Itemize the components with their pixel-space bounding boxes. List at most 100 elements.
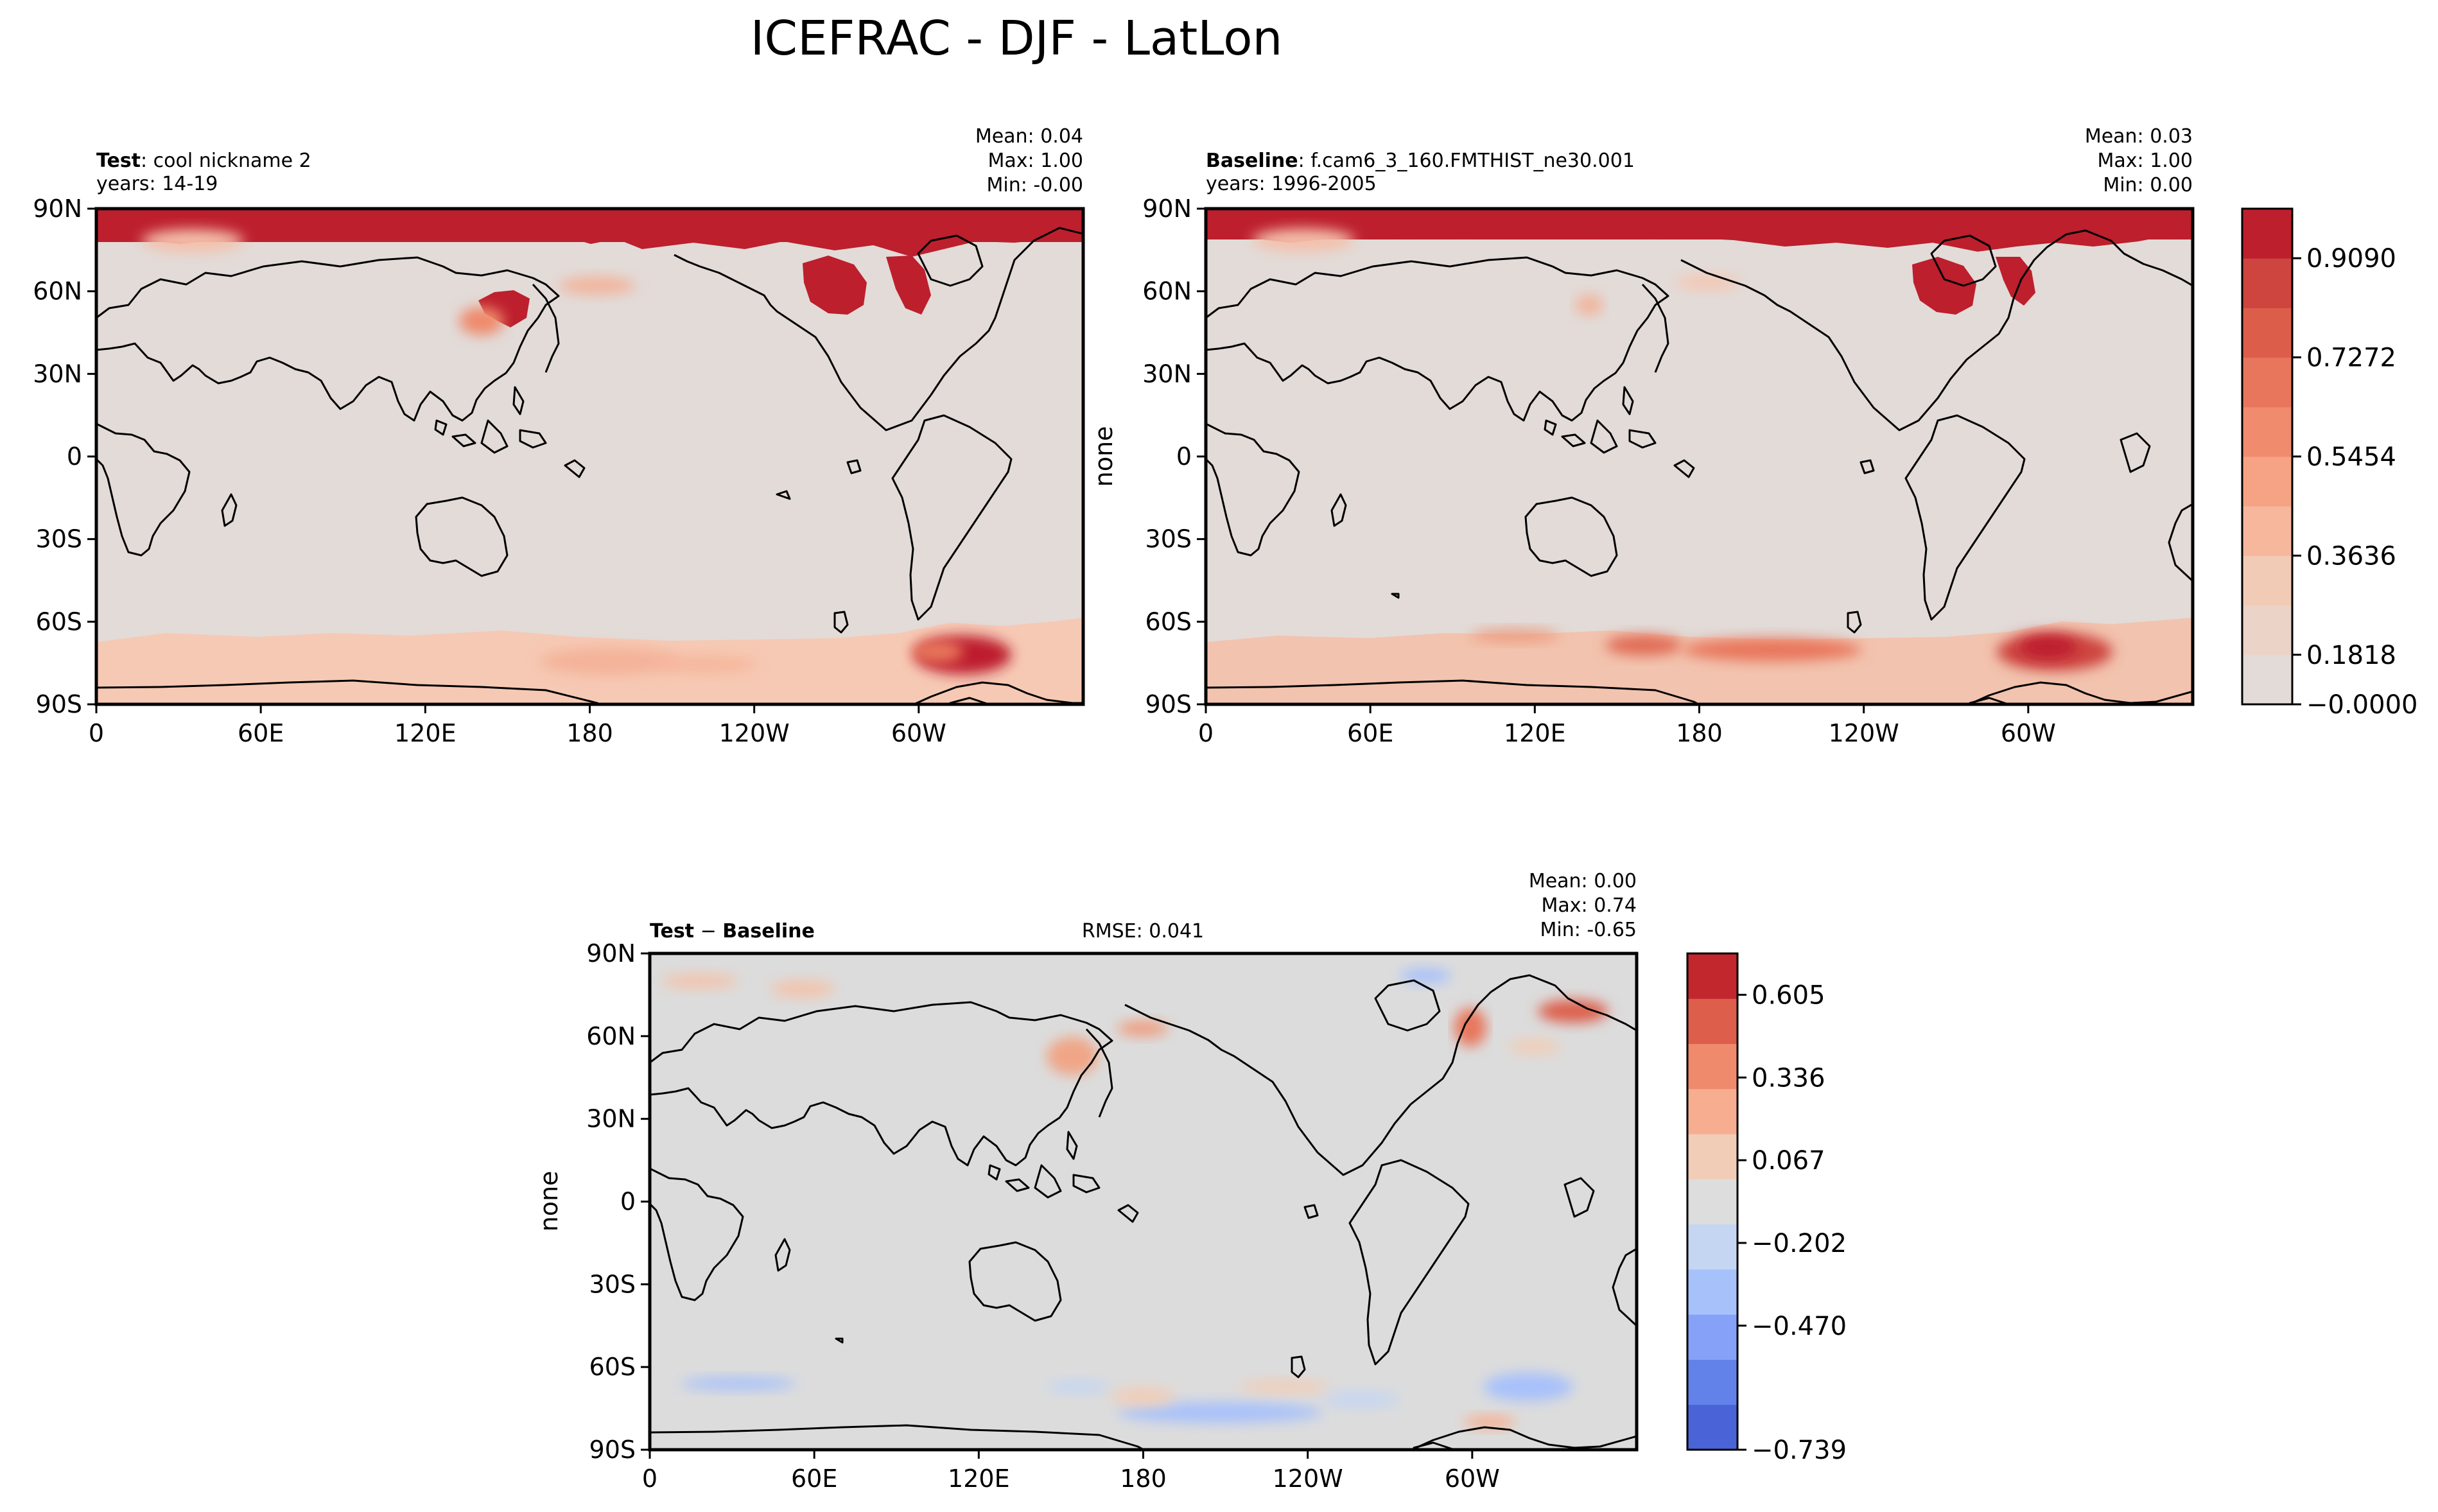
lat-tick-label: 0	[620, 1188, 636, 1216]
test-max: Max: 1.00	[988, 150, 1083, 172]
baseline-axes: 90N 60N 30N 0 30S 60S 90S 0 60E 120E 180 120W 60W	[1142, 195, 2056, 747]
colorbar-segment	[1687, 1404, 1737, 1450]
lon-tick-label: 120E	[948, 1464, 1010, 1493]
lon-tick-label: 60W	[2001, 719, 2056, 747]
colorbar-tick-label: 0.336	[1752, 1063, 1825, 1093]
baseline-hudson-ice	[1912, 257, 1976, 315]
colorbar-main: 0.9090 0.7272 0.5454 0.3636 0.1818 −0.0000	[2241, 207, 2417, 720]
baseline-mean: Mean: 0.03	[2085, 125, 2193, 148]
lat-tick-label: 30N	[1142, 360, 1192, 388]
lon-tick-label: 120E	[1504, 719, 1566, 747]
test-map	[96, 209, 1083, 704]
baseline-min: Min: 0.00	[2103, 174, 2193, 196]
colorbar-tick-label: 0.067	[1752, 1146, 1825, 1176]
lat-tick-label: 0	[67, 442, 82, 471]
panel-baseline: Baseline: f.cam6_3_160.FMTHIST_ne30.001 …	[1090, 125, 2195, 747]
lat-tick-label: 90N	[586, 939, 636, 968]
lat-tick-label: 60S	[36, 607, 82, 636]
diff-mean: Mean: 0.00	[1529, 870, 1637, 892]
diff-coastlines	[650, 974, 1637, 1450]
colorbar-segment	[2242, 406, 2292, 457]
colorbar-tick-label: 0.1818	[2306, 641, 2396, 670]
colorbar-segment	[1687, 1179, 1737, 1225]
diff-min: Min: -0.65	[1540, 919, 1637, 941]
colorbar-tick-label: 0.605	[1752, 980, 1825, 1010]
colorbar-segment	[1687, 1359, 1737, 1405]
test-arctic-ice-edge	[96, 209, 1083, 257]
lat-tick-label: 60S	[1145, 607, 1192, 636]
lat-tick-label: 30S	[1145, 525, 1192, 553]
lat-tick-label: 30S	[36, 525, 82, 553]
lon-tick-label: 60E	[238, 719, 284, 747]
lat-tick-label: 60N	[33, 277, 82, 306]
colorbar-segment	[1687, 1224, 1737, 1270]
colorbar-tick-label: −0.470	[1752, 1312, 1847, 1341]
test-years: years: 14-19	[96, 173, 218, 195]
lat-tick-label: 30N	[586, 1105, 636, 1133]
colorbar-segment	[2242, 308, 2292, 358]
test-lon-ticks: 0 60E 120E 180 120W 60W	[89, 704, 946, 747]
colorbar-segment	[2242, 654, 2292, 705]
lon-tick-label: 120W	[1829, 719, 1899, 747]
lon-tick-label: 120W	[1273, 1464, 1343, 1493]
lon-tick-label: 60W	[1445, 1464, 1500, 1493]
colorbar-segment	[1687, 953, 1737, 999]
baseline-map	[1206, 209, 2193, 704]
colorbar-segment	[2242, 258, 2292, 308]
test-hudson-ice	[803, 256, 867, 315]
colorbar-segment	[2242, 506, 2292, 556]
baseline-lat-ticks: 90N 60N 30N 0 30S 60S 90S	[1142, 195, 1206, 718]
colorbar-segment	[2242, 605, 2292, 656]
lon-tick-label: 0	[642, 1464, 657, 1493]
baseline-max: Max: 1.00	[2098, 150, 2193, 172]
diff-axes: 90N 60N 30N 0 30S 60S 90S 0 60E 120E 180 120W 60W	[586, 939, 1500, 1493]
lat-tick-label: 90N	[1142, 195, 1192, 223]
colorbar-segment	[1687, 1043, 1737, 1090]
colorbar-tick-label: 0.5454	[2306, 442, 2396, 472]
baseline-lon-ticks: 0 60E 120E 180 120W 60W	[1198, 704, 2056, 747]
colorbar-segment	[1687, 1134, 1737, 1179]
diff-lon-ticks: 0 60E 120E 180 120W 60W	[642, 1450, 1500, 1493]
colorbar-segment	[1687, 998, 1737, 1045]
lon-tick-label: 0	[1198, 719, 1214, 747]
colorbar-frame	[1686, 952, 1739, 1451]
lat-tick-label: 60N	[586, 1022, 636, 1050]
test-lat-ticks: 90N 60N 30N 0 30S 60S 90S	[33, 195, 96, 718]
test-okhotsk-ice	[478, 290, 530, 327]
test-labrador-ice	[886, 256, 931, 315]
diff-max: Max: 0.74	[1542, 894, 1637, 917]
colorbar-tick-label: 0.7272	[2306, 343, 2396, 373]
test-min: Min: -0.00	[987, 174, 1084, 196]
colorbar-segment	[1687, 1314, 1737, 1360]
panel-test: Test: cool nickname 2 years: 14-19 Mean:…	[33, 125, 1085, 747]
test-coastlines	[96, 227, 1083, 704]
lon-tick-label: 120E	[394, 719, 457, 747]
colorbar-tick-label: 0.9090	[2306, 244, 2396, 274]
baseline-coastlines	[1206, 229, 2193, 704]
lat-tick-label: 60S	[589, 1353, 636, 1381]
baseline-labrador-ice	[1996, 257, 2035, 306]
lon-tick-label: 120W	[719, 719, 790, 747]
test-label: Test: cool nickname 2	[96, 150, 311, 172]
colorbar-segment	[2242, 555, 2292, 606]
lat-tick-label: 0	[1176, 442, 1192, 471]
lon-tick-label: 0	[89, 719, 104, 747]
colorbar-segment	[2242, 357, 2292, 408]
diff-ylabel: none	[535, 1171, 563, 1232]
diff-label: Test − Baseline	[650, 920, 815, 943]
lat-tick-label: 30S	[589, 1270, 636, 1298]
lat-tick-label: 90S	[589, 1436, 636, 1464]
diff-rmse: RMSE: 0.041	[1082, 920, 1204, 943]
lon-tick-label: 180	[1120, 1464, 1167, 1493]
lon-tick-label: 60E	[1347, 719, 1393, 747]
lon-tick-label: 60W	[891, 719, 946, 747]
colorbar-tick-label: −0.0000	[2306, 690, 2417, 720]
baseline-antarctic-ice	[1206, 618, 2193, 704]
colorbar-segment	[2242, 209, 2292, 259]
baseline-label: Baseline: f.cam6_3_160.FMTHIST_ne30.001	[1206, 150, 1635, 172]
diff-lat-ticks: 90N 60N 30N 0 30S 60S 90S	[586, 939, 650, 1464]
colorbar-segment	[1687, 1269, 1737, 1315]
figure-title: ICEFRAC - DJF - LatLon	[751, 11, 1283, 66]
panel-diff: Test − Baseline RMSE: 0.041 Mean: 0.00 M…	[535, 870, 1639, 1493]
